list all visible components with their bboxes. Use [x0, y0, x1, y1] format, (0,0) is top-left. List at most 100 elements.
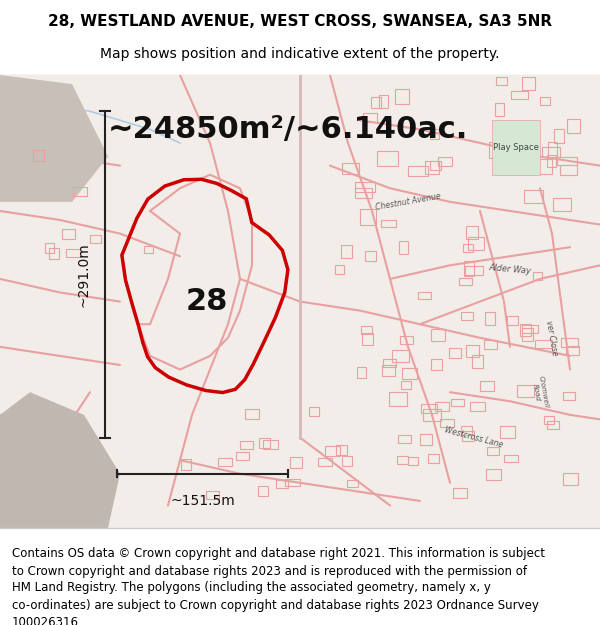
Bar — [451, 399, 464, 406]
Bar — [419, 434, 432, 445]
Bar — [464, 261, 474, 276]
Bar — [284, 479, 299, 486]
Bar — [206, 491, 218, 499]
Bar — [336, 445, 347, 455]
Bar — [425, 161, 439, 174]
Bar — [355, 182, 374, 192]
Bar — [463, 244, 473, 252]
Bar — [383, 359, 396, 368]
Bar — [535, 341, 551, 348]
Bar — [485, 312, 495, 325]
Bar — [557, 157, 577, 164]
Bar — [521, 328, 533, 341]
Text: Alder Way: Alder Way — [488, 264, 532, 276]
Bar — [458, 278, 472, 285]
Bar — [554, 129, 563, 143]
Bar — [258, 486, 268, 496]
Text: ~291.0m: ~291.0m — [77, 242, 91, 307]
Bar — [90, 235, 101, 242]
Bar — [466, 226, 478, 239]
Bar — [511, 91, 529, 99]
Bar — [423, 409, 441, 421]
Bar — [49, 248, 59, 259]
Bar — [33, 149, 44, 161]
Bar — [507, 316, 518, 326]
Bar — [310, 407, 319, 416]
Bar — [541, 98, 550, 104]
Bar — [484, 340, 497, 349]
Bar — [547, 421, 559, 429]
Bar — [44, 243, 54, 253]
Bar — [464, 266, 483, 275]
Bar — [401, 381, 410, 389]
Bar — [236, 452, 250, 460]
Text: 28, WESTLAND AVENUE, WEST CROSS, SWANSEA, SA3 5NR: 28, WESTLAND AVENUE, WEST CROSS, SWANSEA… — [48, 14, 552, 29]
Bar — [496, 76, 507, 84]
Bar — [402, 368, 416, 379]
Bar — [449, 348, 461, 359]
Bar — [382, 366, 395, 376]
Bar — [245, 409, 259, 419]
Bar — [379, 95, 388, 108]
Bar — [568, 119, 580, 133]
Bar — [536, 159, 552, 174]
Bar — [495, 102, 504, 116]
Bar — [62, 229, 75, 239]
Bar — [468, 237, 484, 251]
Bar — [259, 438, 270, 448]
Bar — [563, 392, 575, 399]
Bar — [144, 246, 153, 253]
Bar — [461, 426, 472, 435]
Bar — [181, 459, 191, 471]
Text: Map shows position and indicative extent of the property.: Map shows position and indicative extent… — [100, 47, 500, 61]
Bar — [392, 351, 409, 362]
Bar — [342, 163, 359, 174]
Bar — [533, 272, 542, 281]
Bar — [544, 416, 554, 424]
Bar — [335, 265, 344, 274]
Bar — [275, 481, 287, 488]
Text: Contains OS data © Crown copyright and database right 2021. This information is : Contains OS data © Crown copyright and d… — [12, 548, 545, 625]
Bar — [362, 333, 373, 345]
Bar — [466, 344, 479, 357]
Bar — [548, 142, 557, 158]
Bar — [500, 426, 515, 438]
Bar — [381, 220, 395, 227]
Text: ~151.5m: ~151.5m — [170, 494, 235, 508]
Bar — [431, 329, 445, 341]
Bar — [542, 148, 560, 158]
Bar — [365, 251, 376, 261]
Bar — [431, 359, 442, 370]
Bar — [418, 292, 431, 299]
Bar — [440, 419, 454, 428]
Bar — [290, 458, 302, 469]
Text: Cromwell
Road: Cromwell Road — [531, 375, 549, 409]
Bar — [553, 198, 571, 211]
Bar — [487, 447, 499, 455]
Bar — [524, 190, 543, 203]
Text: Play Space: Play Space — [493, 143, 539, 152]
Bar — [408, 457, 418, 465]
Bar — [430, 129, 439, 139]
Bar — [395, 89, 409, 104]
Bar — [522, 325, 538, 333]
Bar — [421, 404, 437, 413]
Bar — [73, 187, 87, 196]
Bar — [377, 151, 398, 166]
Bar — [547, 155, 556, 167]
Bar — [341, 245, 352, 258]
Bar — [434, 402, 449, 411]
Text: Westcross Lane: Westcross Lane — [444, 426, 504, 449]
Bar — [472, 355, 484, 367]
Bar — [438, 158, 452, 166]
Text: ~24850m²/~6.140ac.: ~24850m²/~6.140ac. — [108, 115, 468, 144]
Polygon shape — [0, 392, 120, 528]
Bar — [360, 209, 376, 224]
Bar — [398, 435, 411, 442]
Bar — [347, 480, 358, 488]
Polygon shape — [492, 120, 540, 174]
Bar — [517, 385, 533, 397]
Text: Chestnut Avenue: Chestnut Avenue — [374, 192, 442, 212]
Bar — [318, 458, 332, 466]
Bar — [409, 166, 428, 176]
